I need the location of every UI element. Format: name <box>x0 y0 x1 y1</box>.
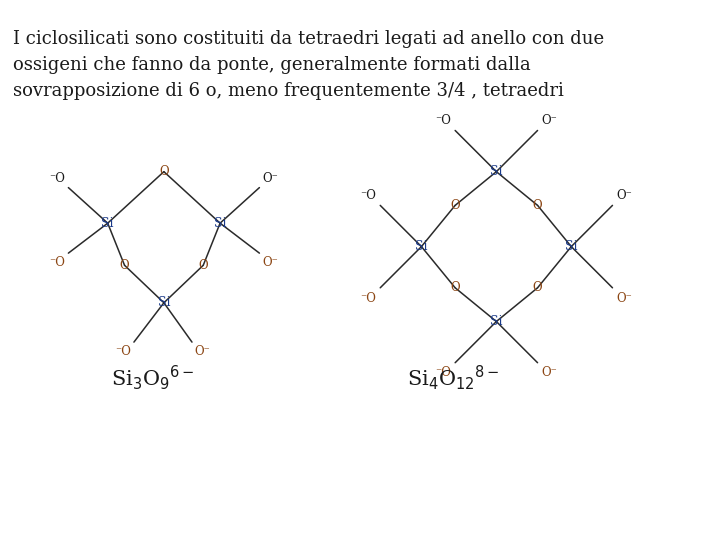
Text: O: O <box>199 259 208 272</box>
Text: ⁻O: ⁻O <box>361 188 377 201</box>
Text: O⁻: O⁻ <box>262 172 278 185</box>
Text: ⁻O: ⁻O <box>361 292 377 305</box>
Text: O⁻: O⁻ <box>616 188 632 201</box>
Text: O⁻: O⁻ <box>541 114 557 127</box>
Text: O: O <box>120 259 130 272</box>
Text: O⁻: O⁻ <box>541 367 557 380</box>
Text: ⁻O: ⁻O <box>115 345 131 358</box>
Text: O⁻: O⁻ <box>262 256 278 269</box>
Text: O: O <box>450 199 460 212</box>
Text: Si$_4$O$_{12}$$^{8-}$: Si$_4$O$_{12}$$^{8-}$ <box>408 363 500 392</box>
Text: Si: Si <box>214 217 226 230</box>
Text: Si: Si <box>490 315 503 328</box>
Text: O: O <box>159 165 168 178</box>
Text: O⁻: O⁻ <box>195 345 211 358</box>
Text: ⁻O: ⁻O <box>50 172 66 185</box>
Text: I ciclosilicati sono costituiti da tetraedri legati ad anello con due
ossigeni c: I ciclosilicati sono costituiti da tetra… <box>13 30 604 100</box>
Text: Si: Si <box>102 217 114 230</box>
Text: Si: Si <box>565 240 577 253</box>
Text: ⁻O: ⁻O <box>436 114 451 127</box>
Text: Si: Si <box>490 165 503 178</box>
Text: O: O <box>450 281 460 294</box>
Text: O: O <box>533 199 542 212</box>
Text: ⁻O: ⁻O <box>50 256 66 269</box>
Text: Si: Si <box>415 240 428 253</box>
Text: O⁻: O⁻ <box>616 292 632 305</box>
Text: Si$_3$O$_9$$^{6-}$: Si$_3$O$_9$$^{6-}$ <box>110 363 194 392</box>
Text: Si: Si <box>158 296 170 309</box>
Text: O: O <box>533 281 542 294</box>
Text: ⁻O: ⁻O <box>436 367 451 380</box>
